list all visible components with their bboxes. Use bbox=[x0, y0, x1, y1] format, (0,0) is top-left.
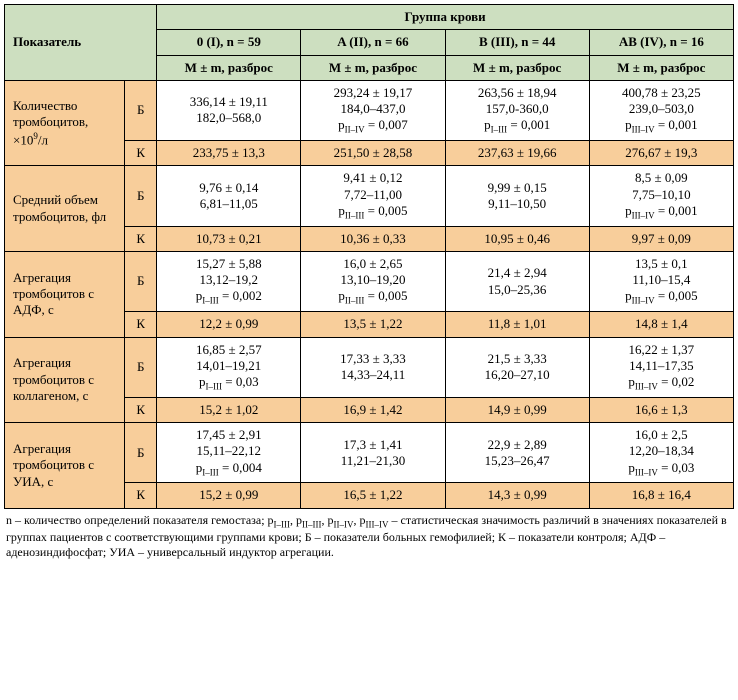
data-cell-b: 17,45 ± 2,9115,11–22,12pI–III = 0,004 bbox=[157, 423, 301, 483]
indicator-cell: Средний объем тромбоцитов, фл bbox=[5, 166, 125, 252]
table-body: Количество тромбоцитов, ×109/лБ336,14 ± … bbox=[5, 80, 734, 508]
header-sub-0: M ± m, разброс bbox=[157, 55, 301, 80]
bk-label-k: К bbox=[125, 141, 157, 166]
bk-label-k: К bbox=[125, 483, 157, 508]
bk-label-k: К bbox=[125, 312, 157, 337]
header-indicator: Показатель bbox=[5, 5, 157, 81]
data-cell-b: 9,99 ± 0,159,11–10,50 bbox=[445, 166, 589, 226]
data-cell-k: 10,36 ± 0,33 bbox=[301, 226, 445, 251]
data-cell-k: 12,2 ± 0,99 bbox=[157, 312, 301, 337]
data-cell-b: 22,9 ± 2,8915,23–26,47 bbox=[445, 423, 589, 483]
table-footnote: n – количество определений показателя ге… bbox=[4, 509, 734, 561]
bk-label-b: Б bbox=[125, 80, 157, 140]
bk-label-b: Б bbox=[125, 423, 157, 483]
data-cell-k: 14,9 ± 0,99 bbox=[445, 397, 589, 422]
data-cell-k: 16,8 ± 16,4 bbox=[589, 483, 733, 508]
data-cell-b: 16,85 ± 2,5714,01–19,21pI–III = 0,03 bbox=[157, 337, 301, 397]
data-cell-k: 13,5 ± 1,22 bbox=[301, 312, 445, 337]
data-cell-k: 16,6 ± 1,3 bbox=[589, 397, 733, 422]
data-cell-k: 15,2 ± 1,02 bbox=[157, 397, 301, 422]
data-cell-b: 263,56 ± 18,94157,0-360,0pI–III = 0,001 bbox=[445, 80, 589, 140]
table-header: Показатель Группа крови 0 (I), n = 59 A … bbox=[5, 5, 734, 81]
data-cell-k: 16,9 ± 1,42 bbox=[301, 397, 445, 422]
header-sub-2: M ± m, разброс bbox=[445, 55, 589, 80]
indicator-cell: Агрегация тромбоцитов с коллагеном, с bbox=[5, 337, 125, 423]
data-cell-b: 17,3 ± 1,4111,21–21,30 bbox=[301, 423, 445, 483]
header-group-0: 0 (I), n = 59 bbox=[157, 30, 301, 55]
data-cell-k: 237,63 ± 19,66 bbox=[445, 141, 589, 166]
header-group-3: AB (IV), n = 16 bbox=[589, 30, 733, 55]
data-cell-k: 14,8 ± 1,4 bbox=[589, 312, 733, 337]
bk-label-k: К bbox=[125, 226, 157, 251]
indicator-cell: Агрегация тромбоцитов с УИА, с bbox=[5, 423, 125, 509]
data-cell-k: 15,2 ± 0,99 bbox=[157, 483, 301, 508]
data-cell-b: 17,33 ± 3,3314,33–24,11 bbox=[301, 337, 445, 397]
indicator-cell: Количество тромбоцитов, ×109/л bbox=[5, 80, 125, 166]
data-cell-b: 16,22 ± 1,3714,11–17,35pIII–IV = 0,02 bbox=[589, 337, 733, 397]
hemostasis-table: Показатель Группа крови 0 (I), n = 59 A … bbox=[4, 4, 734, 509]
data-cell-b: 293,24 ± 19,17184,0–437,0pII–IV = 0,007 bbox=[301, 80, 445, 140]
data-cell-k: 11,8 ± 1,01 bbox=[445, 312, 589, 337]
header-sub-3: M ± m, разброс bbox=[589, 55, 733, 80]
data-cell-b: 336,14 ± 19,11182,0–568,0 bbox=[157, 80, 301, 140]
data-cell-k: 233,75 ± 13,3 bbox=[157, 141, 301, 166]
header-group-1: A (II), n = 66 bbox=[301, 30, 445, 55]
data-cell-b: 400,78 ± 23,25239,0–503,0pIII–IV = 0,001 bbox=[589, 80, 733, 140]
indicator-cell: Агрегация тромбоцитов с АДФ, с bbox=[5, 251, 125, 337]
bk-label-k: К bbox=[125, 397, 157, 422]
data-cell-b: 8,5 ± 0,097,75–10,10pIII–IV = 0,001 bbox=[589, 166, 733, 226]
data-cell-b: 9,76 ± 0,146,81–11,05 bbox=[157, 166, 301, 226]
data-cell-k: 16,5 ± 1,22 bbox=[301, 483, 445, 508]
header-sub-1: M ± m, разброс bbox=[301, 55, 445, 80]
data-cell-b: 16,0 ± 2,512,20–18,34pIII–IV = 0,03 bbox=[589, 423, 733, 483]
bk-label-b: Б bbox=[125, 166, 157, 226]
data-cell-k: 14,3 ± 0,99 bbox=[445, 483, 589, 508]
data-cell-b: 21,5 ± 3,3316,20–27,10 bbox=[445, 337, 589, 397]
data-cell-b: 16,0 ± 2,6513,10–19,20pII–III = 0,005 bbox=[301, 251, 445, 311]
data-cell-k: 251,50 ± 28,58 bbox=[301, 141, 445, 166]
data-cell-k: 9,97 ± 0,09 bbox=[589, 226, 733, 251]
data-cell-k: 10,73 ± 0,21 bbox=[157, 226, 301, 251]
data-cell-b: 9,41 ± 0,127,72–11,00pII–III = 0,005 bbox=[301, 166, 445, 226]
data-cell-k: 276,67 ± 19,3 bbox=[589, 141, 733, 166]
bk-label-b: Б bbox=[125, 337, 157, 397]
data-cell-b: 15,27 ± 5,8813,12–19,2pI–III = 0,002 bbox=[157, 251, 301, 311]
header-group: Группа крови bbox=[157, 5, 734, 30]
header-group-2: B (III), n = 44 bbox=[445, 30, 589, 55]
data-cell-b: 13,5 ± 0,111,10–15,4pIII–IV = 0,005 bbox=[589, 251, 733, 311]
data-cell-k: 10,95 ± 0,46 bbox=[445, 226, 589, 251]
bk-label-b: Б bbox=[125, 251, 157, 311]
data-cell-b: 21,4 ± 2,9415,0–25,36 bbox=[445, 251, 589, 311]
